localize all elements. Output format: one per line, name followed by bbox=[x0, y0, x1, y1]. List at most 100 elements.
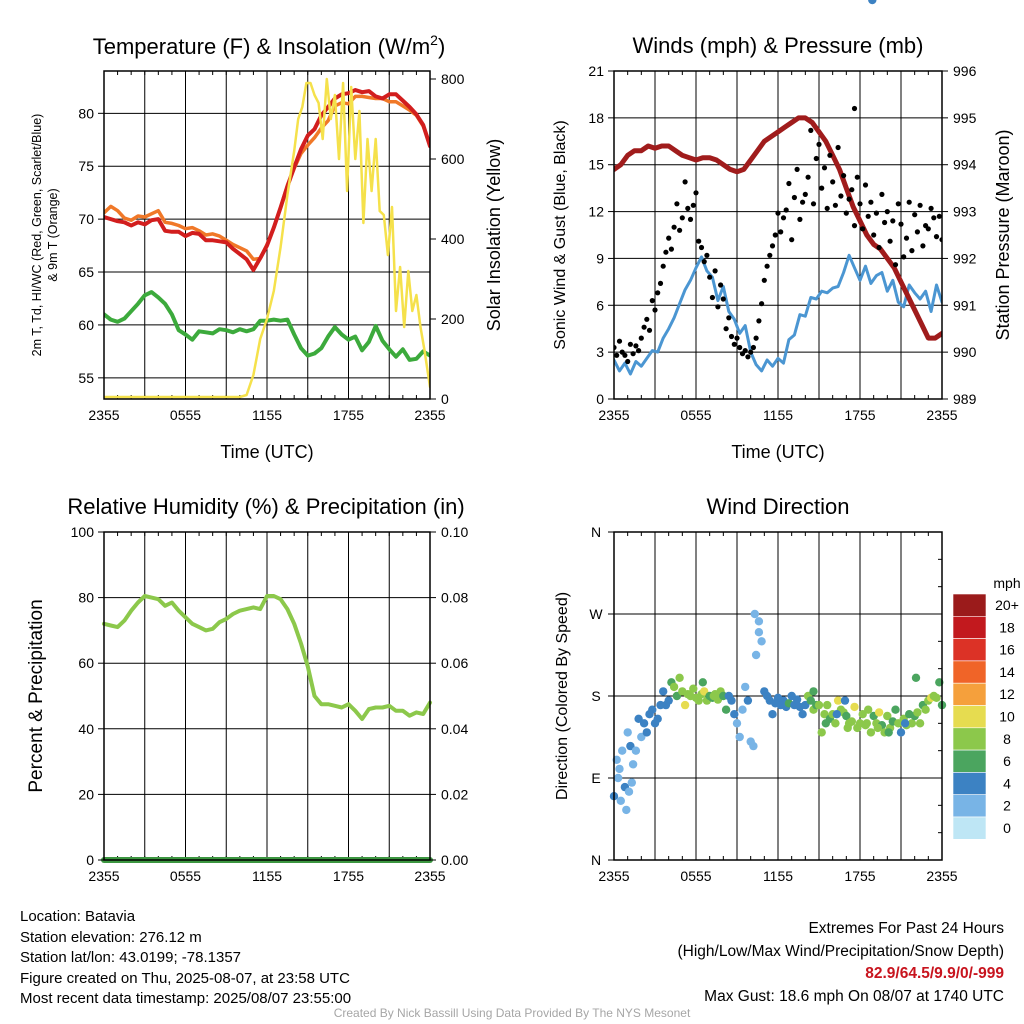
x-tick-label: 2355 bbox=[598, 407, 629, 423]
direction-point bbox=[862, 719, 871, 728]
y-tick-label: N bbox=[591, 852, 601, 868]
series-point-2 bbox=[767, 252, 773, 258]
legend-label: 4 bbox=[1003, 775, 1011, 791]
series-point-2 bbox=[786, 180, 792, 187]
y2-tick-label: 600 bbox=[441, 151, 465, 167]
series-point-2 bbox=[846, 196, 852, 202]
series-point-2 bbox=[849, 187, 855, 193]
direction-point bbox=[840, 696, 850, 705]
series-point-2 bbox=[723, 326, 729, 332]
direction-point bbox=[792, 695, 802, 704]
direction-point bbox=[768, 710, 777, 719]
series-point-2 bbox=[851, 223, 858, 229]
series-point-2 bbox=[696, 238, 702, 244]
series-point-2 bbox=[824, 205, 830, 211]
direction-point bbox=[721, 705, 731, 714]
series-point-2 bbox=[933, 234, 940, 240]
x-tick-label: 1755 bbox=[333, 407, 364, 423]
title-main: Temperature (F) & Insolation (W/m bbox=[93, 34, 430, 59]
direction-point bbox=[653, 714, 662, 723]
series-point-2 bbox=[715, 304, 721, 310]
y2-tick-label: 993 bbox=[953, 204, 977, 220]
x-tick-label: 2355 bbox=[598, 868, 629, 884]
chart-title: Relative Humidity (%) & Precipitation (i… bbox=[67, 494, 464, 519]
series-point-2 bbox=[882, 219, 888, 226]
direction-point bbox=[832, 710, 841, 719]
series-point-2 bbox=[860, 226, 866, 232]
series-point-2 bbox=[868, 199, 874, 205]
series-point-2 bbox=[720, 296, 726, 302]
series-point-2 bbox=[805, 174, 811, 180]
series-point-2 bbox=[679, 215, 685, 221]
series-point-2 bbox=[936, 213, 942, 219]
x-tick-label: 2355 bbox=[88, 868, 119, 884]
x-tick-label: 1155 bbox=[252, 868, 282, 884]
y2-axis-label: Solar Insolation (Yellow) bbox=[484, 139, 504, 331]
station-info: Location: Batavia Station elevation: 276… bbox=[20, 907, 351, 1010]
chart-title: Winds (mph) & Pressure (mb) bbox=[633, 33, 924, 58]
direction-point bbox=[821, 719, 830, 728]
series-point-2 bbox=[627, 341, 634, 347]
legend-label: 14 bbox=[999, 664, 1015, 680]
direction-point bbox=[754, 628, 764, 637]
y2-tick-label: 994 bbox=[953, 157, 977, 173]
series-point-2 bbox=[718, 282, 724, 288]
direction-point bbox=[817, 728, 826, 737]
direction-point bbox=[637, 732, 646, 742]
y2-tick-label: 991 bbox=[953, 297, 977, 313]
series-point-2 bbox=[797, 216, 803, 222]
y-tick-label: 9 bbox=[596, 250, 604, 266]
series-point-2 bbox=[838, 193, 844, 199]
x-tick-label: 2355 bbox=[414, 868, 445, 884]
direction-point bbox=[873, 723, 882, 733]
y2-tick-label: 0.08 bbox=[441, 590, 468, 606]
direction-point bbox=[631, 746, 641, 755]
series-point-2 bbox=[928, 205, 934, 211]
legend-label: 20+ bbox=[995, 597, 1019, 613]
series-point-2 bbox=[813, 155, 819, 162]
y2-tick-label: 0.04 bbox=[441, 721, 468, 737]
series-point-2 bbox=[931, 215, 937, 221]
title-end: ) bbox=[438, 34, 445, 59]
series-point-2 bbox=[731, 341, 737, 347]
series-point-2 bbox=[903, 235, 910, 241]
credit-line: Created By Nick Bassill Using Data Provi… bbox=[333, 1006, 691, 1020]
y-tick-label: W bbox=[589, 606, 603, 622]
series-point-2 bbox=[709, 294, 716, 301]
series-point-2 bbox=[701, 259, 707, 265]
series-point-2 bbox=[704, 252, 710, 258]
series-point-2 bbox=[819, 185, 825, 191]
series-point-2 bbox=[753, 335, 759, 341]
temp-series bbox=[104, 77, 430, 399]
x-tick-label: 0555 bbox=[170, 868, 201, 884]
series-point-2 bbox=[917, 202, 923, 208]
y-tick-label: 60 bbox=[78, 317, 94, 333]
y-tick-label: 18 bbox=[588, 110, 604, 126]
series-point-2 bbox=[690, 202, 696, 208]
legend-swatch bbox=[952, 660, 987, 684]
direction-point bbox=[648, 705, 657, 714]
direction-point bbox=[628, 760, 638, 769]
direction-point bbox=[915, 719, 925, 728]
series-point-2 bbox=[873, 210, 880, 216]
direction-point bbox=[749, 741, 758, 751]
y-axis-label: Percent & Precipitation bbox=[26, 599, 47, 792]
plot-frame bbox=[613, 531, 943, 861]
series-point-2 bbox=[780, 215, 787, 221]
legend-swatch bbox=[952, 705, 987, 729]
legend-label: 6 bbox=[1003, 753, 1011, 769]
winds-panel: 2355 0555 1155 1755 235503691215182198999099… bbox=[552, 33, 1013, 462]
legend-swatch bbox=[952, 772, 987, 796]
y2-axis-label: Station Pressure (Maroon) bbox=[993, 129, 1013, 340]
series-point-2 bbox=[841, 173, 847, 179]
y-tick-label: 80 bbox=[78, 105, 94, 121]
series-point-2 bbox=[778, 229, 784, 235]
direction-point bbox=[884, 728, 893, 737]
series-line-0 bbox=[614, 253, 942, 376]
y2-tick-label: 0.06 bbox=[441, 655, 468, 671]
direction-point bbox=[613, 773, 623, 783]
y-tick-label: 60 bbox=[78, 655, 94, 671]
y-tick-label: 20 bbox=[78, 786, 94, 802]
series-point-2 bbox=[761, 277, 767, 283]
legend-label: 0 bbox=[1003, 820, 1011, 836]
